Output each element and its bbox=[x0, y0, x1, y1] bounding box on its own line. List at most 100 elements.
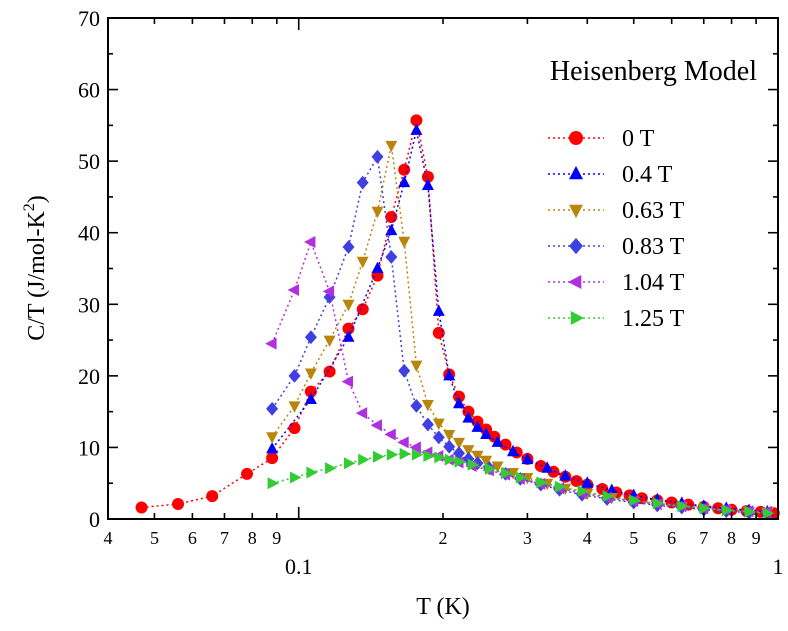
series-6 bbox=[267, 447, 775, 520]
data-point bbox=[306, 466, 318, 479]
x-major-tick-label: 0.1 bbox=[285, 554, 313, 579]
data-point bbox=[536, 476, 548, 489]
legend-item: 0.4 T bbox=[548, 162, 673, 188]
data-point bbox=[397, 436, 409, 449]
legend-label: 1.04 T bbox=[622, 270, 685, 296]
legend-marker bbox=[569, 165, 583, 180]
data-point bbox=[677, 500, 689, 513]
data-point bbox=[521, 452, 534, 465]
data-point bbox=[453, 437, 465, 450]
data-point bbox=[304, 368, 317, 380]
data-point bbox=[423, 450, 435, 462]
data-point bbox=[443, 430, 456, 442]
data-point bbox=[499, 438, 512, 451]
data-point bbox=[507, 444, 519, 457]
data-point bbox=[432, 326, 445, 339]
legend-item: 0.83 T bbox=[548, 234, 685, 260]
legend: 0 T 0.4 T 0.63 T 0.83 T 1.04 T 1.25 T bbox=[548, 126, 685, 332]
x-minor-tick-label: 6 bbox=[667, 528, 676, 548]
data-point bbox=[341, 375, 353, 388]
data-point bbox=[384, 428, 396, 441]
x-minor-tick-label: 6 bbox=[188, 528, 197, 548]
data-point bbox=[652, 497, 665, 510]
data-point bbox=[443, 369, 456, 381]
x-minor-tick-label: 5 bbox=[150, 528, 159, 548]
data-point bbox=[434, 451, 446, 464]
data-point bbox=[266, 442, 279, 454]
data-point bbox=[515, 471, 528, 484]
data-point bbox=[266, 401, 279, 416]
data-point bbox=[304, 236, 316, 248]
data-point bbox=[398, 363, 411, 378]
y-axis-title-close: ) bbox=[24, 195, 50, 203]
data-point bbox=[304, 385, 317, 398]
data-point bbox=[287, 284, 299, 296]
data-point bbox=[355, 407, 368, 420]
data-point bbox=[541, 461, 554, 473]
series-3 bbox=[266, 140, 774, 520]
data-point bbox=[386, 448, 399, 461]
data-point bbox=[304, 392, 317, 404]
legend-label: 0.63 T bbox=[622, 198, 685, 224]
data-point bbox=[398, 236, 411, 249]
y-axis-title-superscript: 2 bbox=[21, 203, 38, 211]
data-point bbox=[356, 175, 369, 190]
data-point bbox=[462, 411, 475, 423]
data-point bbox=[501, 467, 513, 480]
y-tick-label: 70 bbox=[78, 6, 100, 31]
data-point bbox=[721, 504, 734, 517]
data-point bbox=[454, 455, 466, 468]
plot-frame bbox=[107, 17, 779, 520]
data-point bbox=[358, 453, 370, 466]
series-4 bbox=[266, 149, 774, 521]
legend-label: 0.83 T bbox=[622, 234, 685, 260]
data-point bbox=[421, 170, 434, 183]
y-tick-label: 10 bbox=[78, 435, 100, 460]
data-point bbox=[266, 432, 279, 444]
data-point bbox=[453, 396, 465, 409]
data-point bbox=[602, 490, 614, 503]
x-minor-tick-label: 8 bbox=[248, 528, 257, 548]
data-point bbox=[555, 480, 567, 493]
legend-label: 0 T bbox=[622, 126, 655, 152]
data-point bbox=[480, 427, 493, 439]
legend-marker bbox=[569, 204, 583, 219]
data-point bbox=[467, 458, 479, 471]
data-point bbox=[288, 369, 301, 383]
data-point bbox=[323, 335, 336, 347]
legend-item: 0 T bbox=[548, 126, 655, 152]
data-point bbox=[462, 445, 475, 457]
data-point bbox=[577, 485, 589, 498]
data-point bbox=[432, 430, 445, 445]
data-point bbox=[371, 261, 384, 273]
data-point bbox=[605, 483, 618, 495]
x-minor-tick-label: 4 bbox=[104, 528, 113, 548]
data-point bbox=[342, 299, 355, 312]
data-point bbox=[356, 256, 369, 269]
data-point bbox=[241, 467, 254, 480]
x-minor-tick-label: 9 bbox=[752, 528, 761, 548]
data-point bbox=[385, 223, 398, 236]
data-point bbox=[629, 494, 641, 507]
data-point bbox=[581, 476, 594, 488]
data-point bbox=[480, 455, 493, 468]
data-point bbox=[172, 497, 185, 510]
legend-marker bbox=[569, 131, 583, 145]
x-minor-tick-label: 8 bbox=[727, 528, 736, 548]
data-point bbox=[290, 471, 302, 484]
data-point bbox=[443, 439, 456, 454]
plot-marks bbox=[135, 114, 780, 521]
data-point bbox=[323, 365, 336, 378]
data-point bbox=[342, 240, 355, 254]
x-minor-tick-label: 7 bbox=[220, 528, 229, 548]
data-point bbox=[356, 303, 369, 316]
data-point bbox=[570, 475, 583, 488]
data-point bbox=[444, 453, 457, 466]
x-minor-tick-label: 7 bbox=[699, 528, 708, 548]
data-point bbox=[744, 505, 756, 518]
x-minor-tick-label: 5 bbox=[629, 528, 638, 548]
legend-item: 1.04 T bbox=[548, 270, 685, 296]
legend-marker bbox=[569, 237, 583, 255]
data-point bbox=[421, 178, 434, 190]
